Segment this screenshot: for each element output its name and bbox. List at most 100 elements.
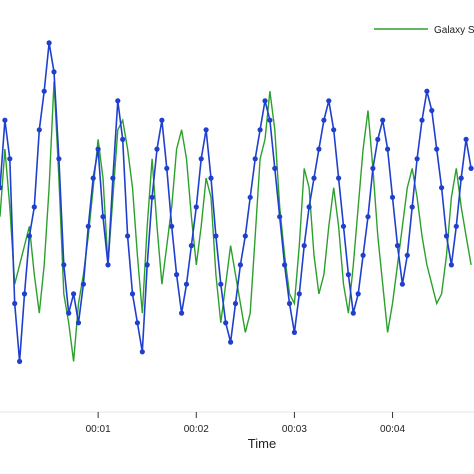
data-point <box>434 146 440 152</box>
data-point <box>380 117 386 123</box>
x-tick-label: 00:04 <box>380 424 405 435</box>
data-point <box>174 272 180 278</box>
data-point <box>306 204 312 210</box>
data-point <box>95 146 101 152</box>
data-point <box>7 156 13 162</box>
data-point <box>213 233 219 239</box>
data-point <box>31 204 37 210</box>
data-point <box>277 214 283 220</box>
data-point <box>115 98 121 104</box>
data-point <box>61 262 67 268</box>
data-point <box>0 185 3 191</box>
data-point <box>252 156 258 162</box>
data-point <box>316 146 322 152</box>
data-point <box>85 223 91 229</box>
data-point <box>458 175 464 181</box>
data-point <box>360 252 366 258</box>
data-point <box>468 165 474 171</box>
data-point <box>179 310 185 316</box>
data-point <box>110 175 116 181</box>
data-point <box>46 40 52 46</box>
data-point <box>75 320 82 326</box>
data-point <box>129 291 136 297</box>
data-point <box>286 300 293 307</box>
data-point <box>389 194 396 200</box>
data-point <box>90 175 96 181</box>
x-axis-title: Time <box>248 436 276 451</box>
data-point <box>169 223 175 229</box>
x-axis: 00:01 00:02 00:03 00:04 <box>0 411 474 435</box>
data-point <box>149 194 155 200</box>
data-point <box>237 262 243 268</box>
data-point <box>399 281 405 287</box>
data-point <box>370 165 376 171</box>
data-point <box>404 252 410 258</box>
data-point <box>242 233 248 239</box>
data-point <box>429 107 435 114</box>
data-point <box>321 117 327 123</box>
series-layer <box>0 40 474 364</box>
data-point <box>365 214 371 220</box>
data-point <box>218 281 224 287</box>
data-point <box>350 310 356 316</box>
data-point <box>247 194 253 200</box>
legend: Galaxy S <box>374 25 474 36</box>
x-tick-label: 00:03 <box>282 424 307 435</box>
data-point <box>409 204 415 210</box>
data-point <box>188 243 194 249</box>
data-point <box>448 262 454 268</box>
data-point <box>36 127 42 133</box>
data-point <box>208 175 214 181</box>
data-point <box>12 300 18 307</box>
data-point <box>100 214 106 220</box>
data-point <box>385 146 391 152</box>
data-point <box>56 156 62 162</box>
x-tick-label: 00:01 <box>86 424 111 435</box>
data-point <box>105 262 111 268</box>
data-point <box>375 136 381 142</box>
data-point <box>296 291 302 297</box>
data-point <box>355 291 361 297</box>
data-point <box>198 156 204 162</box>
data-point <box>125 233 131 239</box>
data-point <box>340 223 347 229</box>
legend-label: Galaxy S <box>434 25 474 36</box>
data-point <box>223 320 229 326</box>
data-point <box>134 320 140 326</box>
data-point <box>159 117 165 123</box>
data-point <box>66 310 72 316</box>
data-point <box>193 204 199 210</box>
data-point <box>345 272 351 278</box>
data-point <box>228 339 234 345</box>
data-point <box>443 233 450 239</box>
data-point <box>272 165 278 171</box>
data-point <box>326 98 332 104</box>
data-point <box>80 281 86 287</box>
data-point <box>267 117 273 123</box>
data-point <box>414 156 420 162</box>
data-point <box>71 291 77 297</box>
data-point <box>424 88 430 94</box>
data-point <box>439 185 445 191</box>
data-point <box>331 127 337 133</box>
data-point <box>41 88 47 94</box>
data-point <box>232 300 239 307</box>
data-point <box>463 136 469 142</box>
data-point <box>2 117 8 123</box>
data-point <box>203 127 209 133</box>
data-point <box>336 175 342 181</box>
data-point <box>282 262 288 268</box>
data-point <box>139 349 145 355</box>
data-point <box>154 146 160 152</box>
data-point <box>21 291 28 297</box>
data-point <box>26 233 32 239</box>
data-point <box>120 136 126 142</box>
data-point <box>183 281 190 287</box>
data-point <box>419 117 425 123</box>
data-point <box>262 98 268 104</box>
data-point <box>51 69 57 75</box>
data-point <box>311 175 317 181</box>
data-point <box>257 127 263 133</box>
series-line-0 <box>0 81 472 362</box>
